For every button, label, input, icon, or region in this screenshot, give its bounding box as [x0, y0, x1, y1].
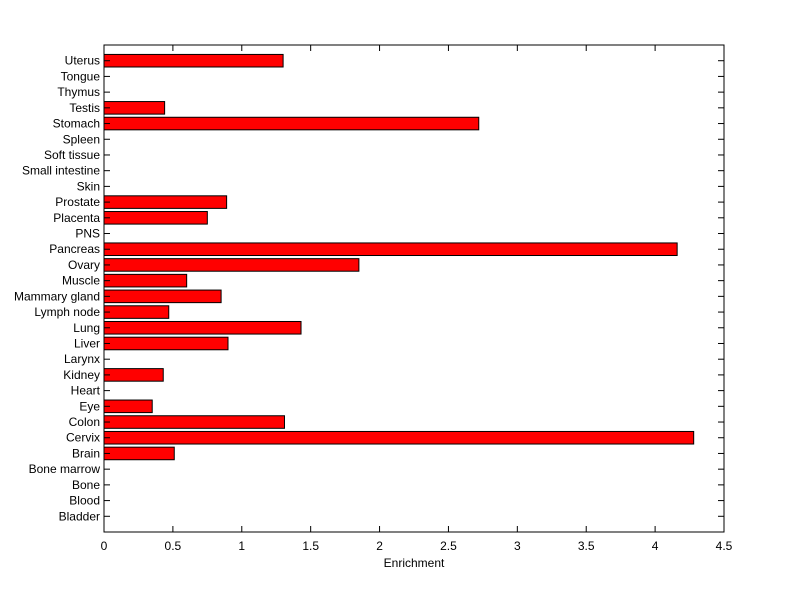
bar-kidney — [103, 368, 164, 382]
bar-brain — [103, 446, 175, 461]
y-tick-label-lung: Lung — [73, 321, 100, 335]
y-tick-label-bone: Bone — [72, 478, 100, 492]
bar-testis — [103, 101, 166, 115]
x-tick-label-8: 4 — [652, 539, 659, 553]
y-tick-label-small-intestine: Small intestine — [22, 164, 100, 178]
y-tick-label-stomach: Stomach — [53, 117, 100, 131]
x-tick-label-5: 2.5 — [440, 539, 457, 553]
bar-pancreas — [103, 242, 678, 257]
y-tick-label-kidney: Kidney — [63, 368, 100, 382]
x-tick-label-4: 2 — [376, 539, 383, 553]
bar-cervix — [103, 430, 695, 445]
y-tick-label-lymph-node: Lymph node — [34, 305, 100, 319]
y-tick-label-spleen: Spleen — [63, 132, 100, 146]
bar-lymph-node — [103, 305, 170, 319]
x-tick-label-7: 3.5 — [578, 539, 595, 553]
bar-muscle — [103, 273, 188, 288]
y-tick-label-heart: Heart — [71, 384, 101, 398]
y-tick-label-blood: Blood — [69, 494, 100, 508]
bar-eye — [103, 399, 153, 414]
y-tick-label-pns: PNS — [75, 227, 100, 241]
bar-mammary-gland — [103, 289, 222, 304]
y-tick-label-muscle: Muscle — [62, 274, 100, 288]
bar-placenta — [103, 211, 208, 225]
y-tick-label-placenta: Placenta — [53, 211, 100, 225]
bar-prostate — [103, 195, 228, 209]
y-tick-label-skin: Skin — [77, 179, 100, 193]
x-ticks-group: 0 0.5 1 1.5 2 2.5 3 3.5 4 4.5 — [101, 45, 733, 553]
y-tick-label-testis: Testis — [69, 101, 100, 115]
bar-lung — [103, 320, 302, 335]
x-tick-label-2: 1 — [238, 539, 245, 553]
y-tick-label-mammary-gland: Mammary gland — [14, 289, 100, 303]
y-tick-label-bladder: Bladder — [59, 509, 100, 523]
bar-stomach — [103, 116, 480, 131]
x-tick-label-9: 4.5 — [716, 539, 733, 553]
y-tick-label-liver: Liver — [74, 336, 100, 350]
y-tick-label-prostate: Prostate — [55, 195, 100, 209]
x-tick-label-0: 0 — [101, 539, 108, 553]
y-tick-label-pancreas: Pancreas — [49, 242, 100, 256]
y-tick-label-uterus: Uterus — [65, 54, 100, 68]
y-tick-label-eye: Eye — [79, 399, 100, 413]
bar-ovary — [103, 258, 360, 272]
x-tick-label-3: 1.5 — [302, 539, 319, 553]
y-tick-label-colon: Colon — [69, 415, 100, 429]
y-tick-label-ovary: Ovary — [68, 258, 100, 272]
y-tick-label-brain: Brain — [72, 446, 100, 460]
y-tick-label-larynx: Larynx — [64, 352, 100, 366]
y-tick-label-cervix: Cervix — [66, 431, 100, 445]
x-tick-label-6: 3 — [514, 539, 521, 553]
bar-liver — [103, 336, 229, 351]
y-tick-label-thymus: Thymus — [57, 85, 100, 99]
y-tick-label-soft-tissue: Soft tissue — [44, 148, 100, 162]
y-tick-label-bone-marrow: Bone marrow — [29, 462, 101, 476]
y-tick-label-tongue: Tongue — [61, 69, 101, 83]
x-axis-label: Enrichment — [384, 556, 445, 570]
bar-colon — [103, 415, 285, 429]
bar-uterus — [103, 53, 284, 68]
plot-frame — [103, 44, 725, 533]
x-tick-label-1: 0.5 — [165, 539, 182, 553]
